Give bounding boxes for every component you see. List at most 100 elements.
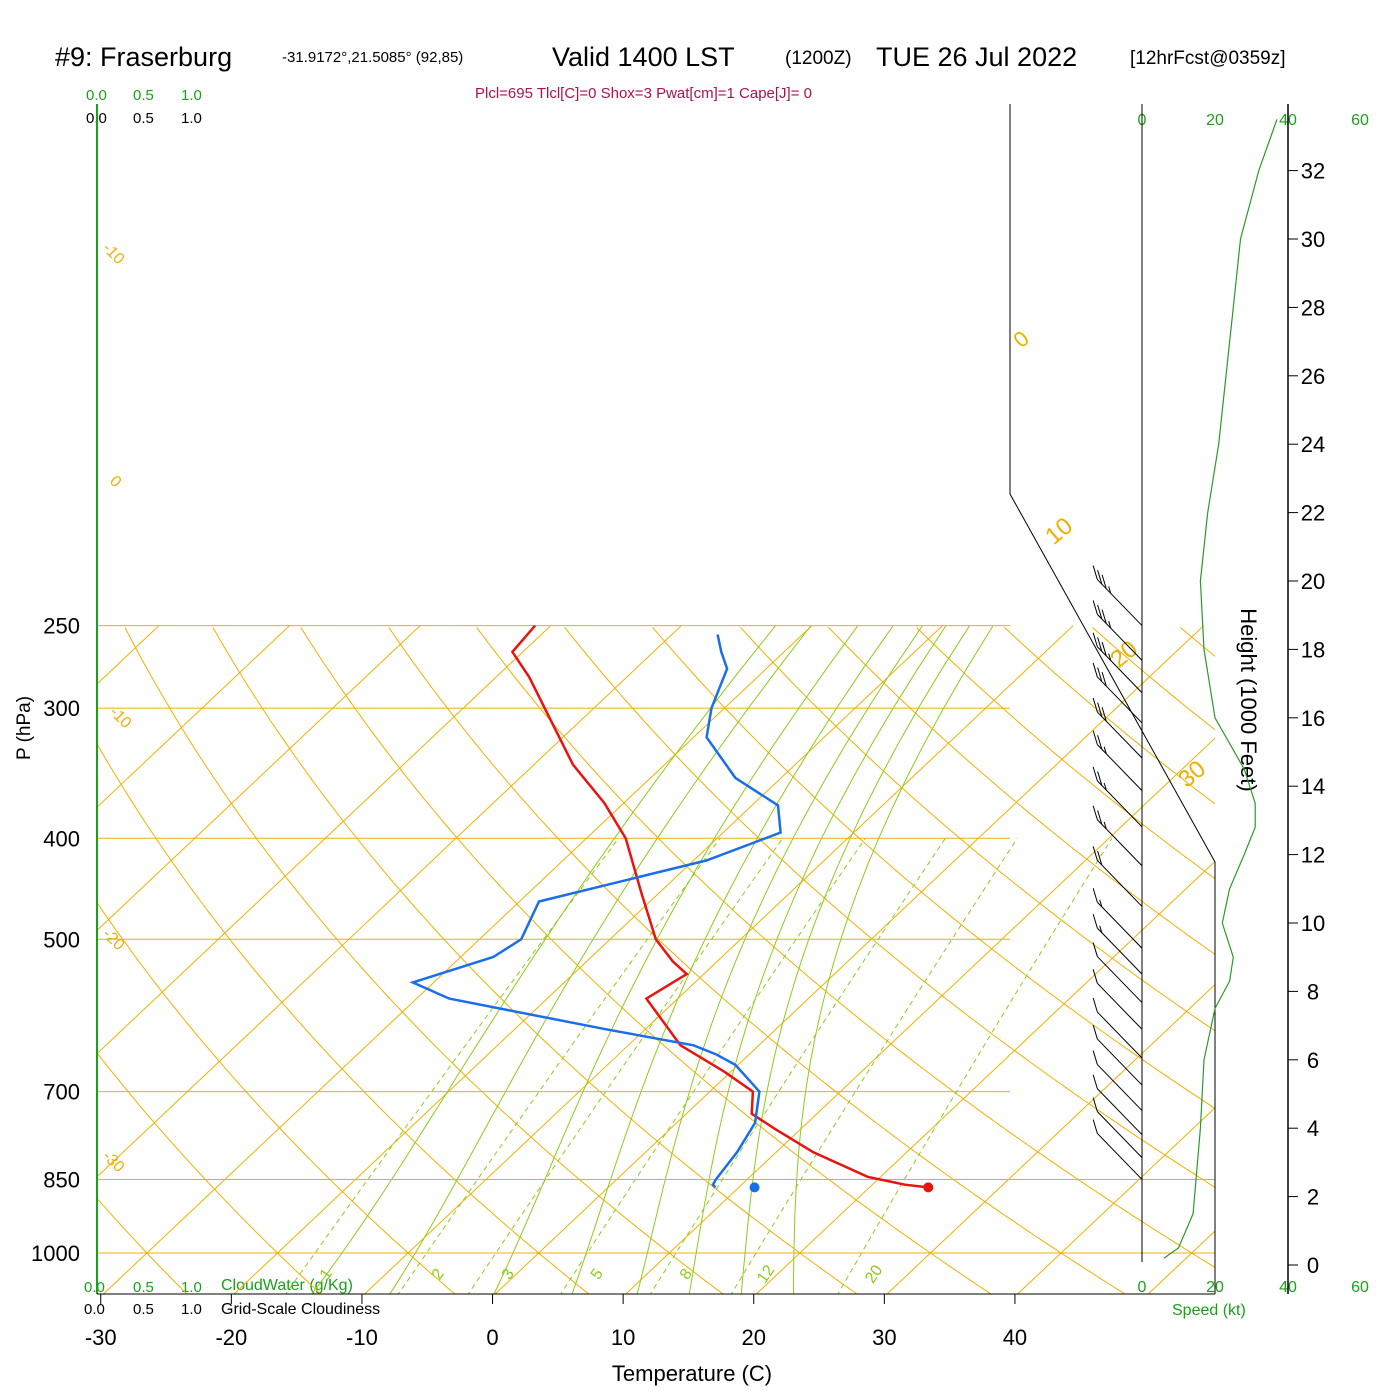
wind-barb-flag <box>1092 997 1098 1013</box>
moist-adiabat-line <box>740 625 971 1294</box>
data-layer <box>409 119 1278 1259</box>
wind-barb-flag <box>1108 621 1112 629</box>
x-tick-label: -30 <box>85 1325 117 1350</box>
mixing-ratio-label: 3 <box>499 1266 518 1283</box>
wind-barb-flag <box>1097 810 1103 825</box>
isotherm-label-left: -10 <box>99 240 127 268</box>
dry-adiabat-line <box>652 627 1215 1110</box>
height-tick-label: 28 <box>1301 295 1325 320</box>
wind-barb-staff <box>1097 982 1143 1030</box>
wind-barb-flag <box>1097 735 1103 750</box>
isotherm-line <box>1276 626 1400 1297</box>
wind-barb-flag <box>1092 565 1098 580</box>
wind-barb-flag <box>1097 570 1103 585</box>
frame-layer <box>96 104 1298 1304</box>
wind-barb-staff <box>1097 780 1143 828</box>
legend-bottom-green-2: 1.0 <box>181 1279 202 1296</box>
wind-barb-flag <box>1101 641 1107 657</box>
wind-barb-flag <box>1103 782 1107 791</box>
isotherm-label-right: 30 <box>1173 755 1211 793</box>
dry-adiabat-line <box>97 742 590 1294</box>
moist-adiabat-line <box>389 625 812 1294</box>
legend-bottom-green-0: 0.0 <box>84 1279 105 1296</box>
title-station: #9: Fraserburg <box>55 42 232 72</box>
x-tick-label: 40 <box>1003 1325 1027 1350</box>
wind-barb-staff <box>1097 676 1143 724</box>
wind-barb-flag <box>1092 846 1098 861</box>
wind-barb-staff <box>1097 956 1143 1003</box>
dry-adiabat-line <box>828 627 1215 955</box>
dewpoint-line <box>409 634 782 1189</box>
legend-bottom-green-1: 0.5 <box>133 1279 154 1296</box>
mixing-ratio-line <box>730 838 1018 1294</box>
height-tick-label: 20 <box>1301 569 1325 594</box>
wind-barb-flag <box>1097 771 1103 786</box>
wind-barb-staff <box>1097 860 1143 907</box>
wind-barb-flag <box>1092 942 1098 957</box>
wind-barb-staff <box>1097 614 1143 661</box>
temperature-line <box>510 624 929 1189</box>
isotherm-line <box>363 625 1074 1294</box>
height-tick-label: 8 <box>1307 979 1319 1004</box>
dry-adiabat-line <box>97 1197 188 1294</box>
pressure-tick-label: 250 <box>43 614 80 639</box>
isotherm-line <box>625 737 1215 1294</box>
title-valid: Valid 1400 LST <box>552 42 735 72</box>
legend-top-green-1: 0.5 <box>133 87 154 104</box>
dry-adiabat-line <box>740 627 1215 1032</box>
isotherm-line <box>102 625 813 1294</box>
wind-barb-flag <box>1092 805 1098 820</box>
isotherm-line <box>97 625 552 1055</box>
legend-bottom: 0.0 0.5 1.0 CloudWater (g/Kg) 0.0 0.5 1.… <box>84 1277 380 1318</box>
moist-adiabat-line <box>493 625 859 1294</box>
isotherm-label-right: 0 <box>1008 326 1033 353</box>
wind-barb-staff <box>1097 1111 1143 1158</box>
isotherm-label-right: 10 <box>1040 512 1078 550</box>
dry-adiabat-line <box>564 627 1215 1188</box>
speed-tick-top-3: 60 <box>1351 112 1369 129</box>
wind-barb-flag <box>1092 1119 1098 1134</box>
title-coords: -31.9172°,21.5085° (92,85) <box>282 49 463 66</box>
pressure-tick-label: 1000 <box>31 1241 80 1266</box>
wind-barb-flag <box>1097 637 1103 652</box>
legend-top-black-2: 1.0 <box>181 110 202 127</box>
moist-adiabat-line <box>636 625 923 1294</box>
height-tick-label: 4 <box>1307 1116 1319 1141</box>
height-tick-label: 22 <box>1301 501 1325 526</box>
wind-barb-flag <box>1092 662 1098 678</box>
moist-adiabat-line <box>792 625 994 1294</box>
wind-barb-staff <box>1097 901 1143 949</box>
y-axis-label: P (hPa) <box>14 696 35 760</box>
wind-barb-flag <box>1092 766 1098 781</box>
wind-barb-flag <box>1103 746 1107 754</box>
mixing-ratio-label: 8 <box>677 1266 696 1283</box>
wind-barb-flag <box>1099 899 1103 908</box>
wind-barb-flag <box>1099 925 1103 933</box>
x-axis-label: Temperature (C) <box>612 1361 772 1386</box>
isotherm-line <box>886 983 1215 1294</box>
x-tick-label: 30 <box>872 1325 896 1350</box>
height-tick-label: 32 <box>1301 159 1325 184</box>
mixing-ratio-label: 5 <box>588 1266 607 1283</box>
moist-adiabat-line <box>571 625 894 1294</box>
mixing-ratio-line <box>649 838 946 1294</box>
x-tick-label: -20 <box>215 1325 247 1350</box>
speed-tick-bottom-0: 0 <box>1138 1279 1147 1296</box>
label-layer: -30 -20 -10 0 10 20 30 402503004005007008501000… <box>31 159 1325 1350</box>
legend-top: 0.0 0.5 1.0 0.0 0.5 1.0 <box>86 87 202 127</box>
dry-adiabat-line <box>300 627 992 1294</box>
wind-barb-staff <box>1097 1011 1143 1059</box>
height-tick-label: 16 <box>1301 706 1325 731</box>
wind-barb-flag <box>1101 707 1107 722</box>
isotherm-line <box>1147 1230 1215 1294</box>
isotherm-line <box>97 625 421 932</box>
legend-bottom-black-0: 0.0 <box>84 1301 105 1318</box>
wind-barb-flag <box>1092 1050 1098 1065</box>
pressure-tick-label: 400 <box>43 826 80 851</box>
wind-barb-flag <box>1092 632 1098 647</box>
wind-barb-flag <box>1092 600 1098 615</box>
x-tick-label: 0 <box>486 1325 498 1350</box>
wind-barb-flag <box>1092 1024 1098 1040</box>
dry-adiabat-line <box>212 627 858 1294</box>
